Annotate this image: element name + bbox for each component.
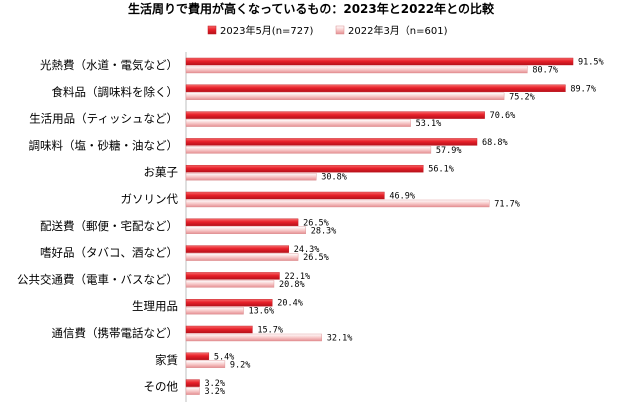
bar-2022 bbox=[185, 360, 226, 368]
category-label: 通信費（携帯電話など） bbox=[52, 326, 179, 340]
value-label-2022: 26.5% bbox=[303, 253, 329, 263]
bar-2022 bbox=[185, 65, 528, 74]
value-label-2023: 3.2% bbox=[205, 379, 225, 389]
bar-2023 bbox=[185, 138, 478, 146]
bar-2022 bbox=[185, 307, 244, 315]
category-label: 家賃 bbox=[155, 353, 178, 367]
bar-2023 bbox=[185, 57, 574, 66]
bar-2023 bbox=[185, 352, 210, 360]
category-label: 生理用品 bbox=[132, 299, 178, 313]
value-label-2022: 28.3% bbox=[311, 226, 337, 236]
category-label: ガソリン代 bbox=[121, 192, 179, 206]
category-label: 嗜好品（タバコ、酒など） bbox=[40, 246, 178, 260]
value-label-2022: 57.9% bbox=[436, 146, 462, 156]
bar-2023 bbox=[185, 164, 424, 173]
value-label-2022: 30.8% bbox=[321, 173, 347, 183]
value-label-2022: 32.1% bbox=[327, 334, 353, 344]
value-label-2023: 56.1% bbox=[428, 165, 454, 175]
value-label-2023: 20.4% bbox=[277, 299, 303, 309]
value-label-2022: 3.2% bbox=[205, 387, 225, 397]
plot-area: 光熱費（水道・電気など） 91.5% 80.7% 食料品（調味料を除く） 89.7% 75… bbox=[17, 58, 604, 398]
value-label-2023: 22.1% bbox=[284, 272, 310, 282]
bar-2023 bbox=[185, 111, 485, 119]
bar-2022 bbox=[185, 333, 322, 342]
legend-swatch-2022 bbox=[335, 25, 345, 35]
category-label: 調味料（塩・砂糖・油など） bbox=[29, 138, 179, 152]
bar-2023 bbox=[185, 218, 299, 227]
legend: 2023年5月(n=727) 2022年3月（n=601) bbox=[207, 24, 448, 37]
bar-2022 bbox=[185, 92, 505, 101]
value-label-2022: 80.7% bbox=[532, 66, 558, 76]
bar-2023 bbox=[185, 191, 385, 200]
value-label-2022: 20.8% bbox=[279, 280, 305, 290]
value-label-2022: 75.2% bbox=[509, 92, 535, 102]
bar-2022 bbox=[185, 172, 317, 181]
bar-2023 bbox=[185, 379, 200, 387]
value-label-2022: 13.6% bbox=[249, 307, 275, 317]
category-label: その他 bbox=[144, 380, 179, 394]
value-label-2023: 91.5% bbox=[578, 58, 604, 68]
bar-2022 bbox=[185, 280, 275, 288]
bar-2023 bbox=[185, 325, 253, 334]
category-label: 食料品（調味料を除く） bbox=[52, 85, 179, 99]
value-label-2023: 46.9% bbox=[389, 192, 415, 202]
value-label-2022: 9.2% bbox=[230, 360, 250, 370]
value-label-2023: 89.7% bbox=[570, 84, 596, 94]
bar-2022 bbox=[185, 226, 306, 235]
value-label-2022: 53.1% bbox=[416, 119, 442, 129]
bar-2023 bbox=[185, 272, 280, 280]
chart-title: 生活周りで費用が高くなっているもの：2023年と2022年との比較 bbox=[128, 1, 495, 16]
bar-2023 bbox=[185, 84, 566, 93]
bar-2022 bbox=[185, 119, 411, 127]
value-label-2023: 68.8% bbox=[482, 138, 508, 148]
bar-2023 bbox=[185, 245, 289, 253]
legend-label-2023: 2023年5月(n=727) bbox=[220, 24, 314, 37]
bar-2022 bbox=[185, 199, 490, 208]
value-label-2023: 15.7% bbox=[257, 326, 283, 336]
category-label: お菓子 bbox=[144, 165, 179, 179]
bar-2022 bbox=[185, 146, 432, 154]
value-label-2023: 24.3% bbox=[294, 245, 320, 255]
category-label: 配送費（郵便・宅配など） bbox=[40, 219, 178, 233]
value-label-2023: 5.4% bbox=[214, 352, 234, 362]
category-label: 公共交通費（電車・バスなど） bbox=[17, 272, 178, 286]
category-label: 生活用品（ティッシュなど） bbox=[29, 112, 178, 126]
value-label-2023: 26.5% bbox=[303, 218, 329, 228]
bar-2023 bbox=[185, 299, 273, 307]
bar-2022 bbox=[185, 387, 200, 395]
legend-swatch-2023 bbox=[207, 25, 217, 35]
category-label: 光熱費（水道・電気など） bbox=[40, 58, 178, 72]
value-label-2022: 71.7% bbox=[494, 200, 520, 210]
bar-2022 bbox=[185, 253, 299, 261]
legend-label-2022: 2022年3月（n=601) bbox=[348, 24, 448, 37]
value-label-2023: 70.6% bbox=[490, 111, 516, 121]
